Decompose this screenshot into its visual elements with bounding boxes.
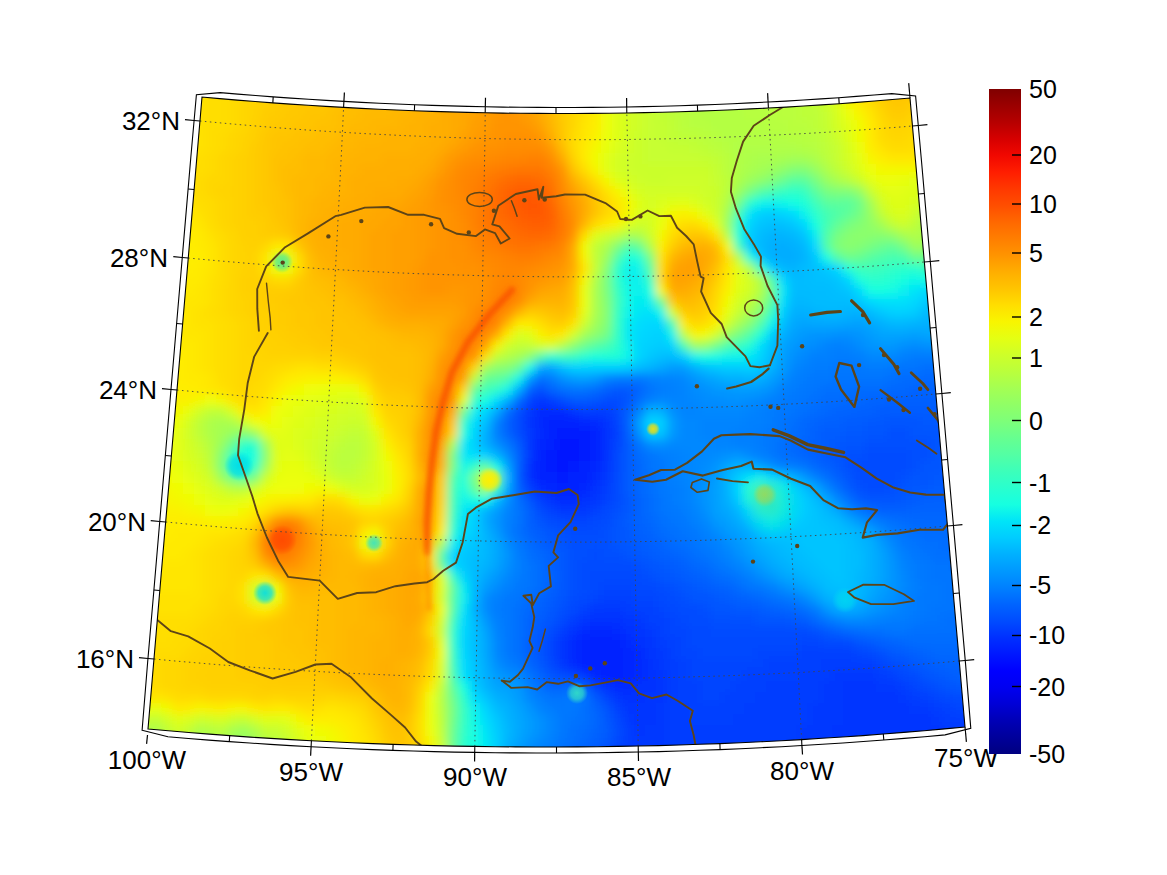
svg-text:28°N: 28°N xyxy=(110,243,168,273)
svg-text:90°W: 90°W xyxy=(443,762,507,792)
svg-text:-50: -50 xyxy=(1029,740,1065,768)
svg-text:0: 0 xyxy=(1029,407,1043,435)
svg-text:1: 1 xyxy=(1029,344,1043,372)
svg-text:80°W: 80°W xyxy=(770,756,834,786)
svg-text:20: 20 xyxy=(1029,141,1057,169)
svg-text:-2: -2 xyxy=(1029,511,1051,539)
svg-text:50: 50 xyxy=(1029,75,1057,103)
svg-text:24°N: 24°N xyxy=(99,375,157,405)
svg-text:32°N: 32°N xyxy=(122,106,180,136)
svg-text:100°W: 100°W xyxy=(108,745,187,775)
svg-text:85°W: 85°W xyxy=(607,762,671,792)
svg-text:2: 2 xyxy=(1029,303,1043,331)
svg-text:20°N: 20°N xyxy=(88,507,146,537)
svg-text:95°W: 95°W xyxy=(279,757,343,787)
svg-text:10: 10 xyxy=(1029,190,1057,218)
svg-text:16°N: 16°N xyxy=(76,644,134,674)
svg-text:-5: -5 xyxy=(1029,571,1051,599)
svg-text:75°W: 75°W xyxy=(934,743,998,773)
svg-text:5: 5 xyxy=(1029,239,1043,267)
svg-text:-1: -1 xyxy=(1029,469,1051,497)
svg-text:-10: -10 xyxy=(1029,621,1065,649)
svg-text:-20: -20 xyxy=(1029,673,1065,701)
